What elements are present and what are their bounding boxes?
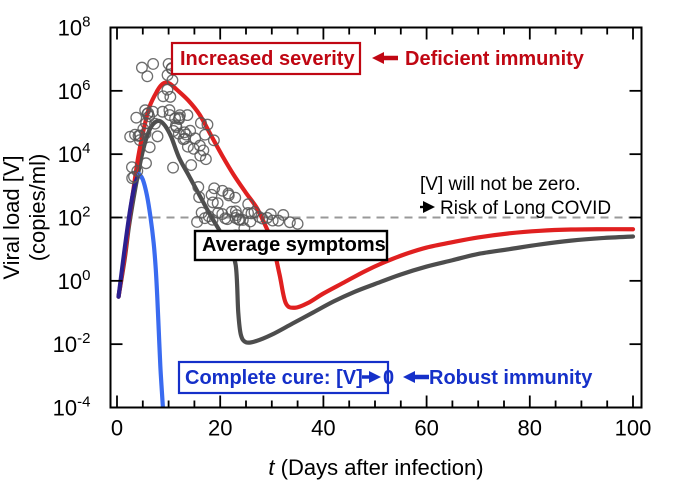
svg-text:104: 104 bbox=[58, 140, 91, 167]
svg-text:Increased severity: Increased severity bbox=[180, 48, 355, 70]
svg-text:Average symptoms: Average symptoms bbox=[202, 234, 386, 256]
svg-text:60: 60 bbox=[414, 416, 438, 441]
svg-text:80: 80 bbox=[518, 416, 542, 441]
svg-text:20: 20 bbox=[208, 416, 232, 441]
svg-text:102: 102 bbox=[58, 204, 91, 231]
svg-text:10-2: 10-2 bbox=[53, 330, 91, 357]
svg-text:Deficient immunity: Deficient immunity bbox=[405, 48, 585, 70]
svg-text:100: 100 bbox=[58, 267, 91, 294]
svg-text:Viral load [V]: Viral load [V] bbox=[0, 155, 24, 279]
svg-text:100: 100 bbox=[615, 416, 652, 441]
svg-text:0: 0 bbox=[111, 416, 123, 441]
svg-text:[V] will not be zero.: [V] will not be zero. bbox=[420, 174, 581, 195]
svg-text:0: 0 bbox=[383, 367, 394, 389]
svg-text:Robust immunity: Robust immunity bbox=[429, 367, 593, 389]
svg-text:108: 108 bbox=[58, 14, 91, 41]
svg-text:40: 40 bbox=[311, 416, 335, 441]
svg-text:10-4: 10-4 bbox=[53, 394, 91, 421]
svg-text:Risk of Long COVID: Risk of Long COVID bbox=[440, 198, 611, 219]
svg-text:t (Days after infection): t (Days after infection) bbox=[268, 455, 483, 480]
svg-text:Complete cure: [V]: Complete cure: [V] bbox=[185, 367, 363, 389]
svg-text:106: 106 bbox=[58, 77, 91, 104]
svg-text:(copies/ml): (copies/ml) bbox=[25, 154, 50, 262]
